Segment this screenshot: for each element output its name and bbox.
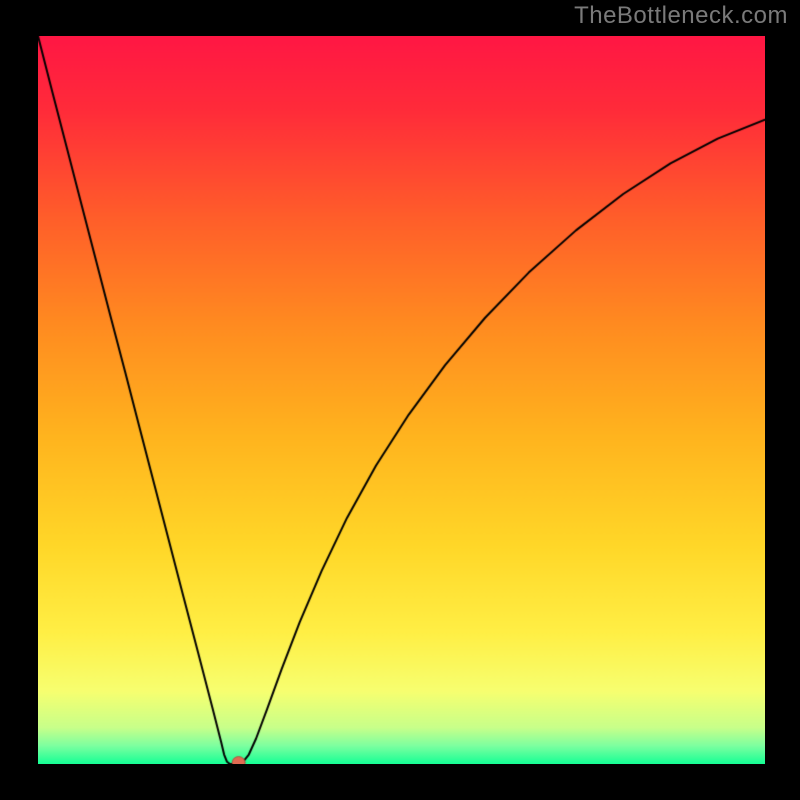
- chart-stage: TheBottleneck.com: [0, 0, 800, 800]
- bottleneck-curve: [38, 36, 765, 764]
- plot-area: [38, 36, 765, 764]
- watermark-text: TheBottleneck.com: [574, 2, 788, 30]
